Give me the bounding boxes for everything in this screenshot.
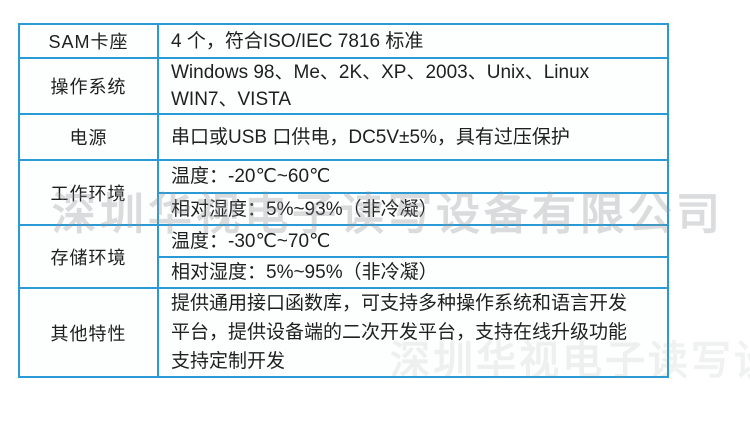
table-row: 存储环境 温度：-30℃~70℃ [18,224,669,289]
row-label-operating-system: 操作系统 [18,57,159,115]
spec-table: SAM卡座 4 个，符合ISO/IEC 7816 标准 操作系统 Windows… [18,23,669,378]
row-value-operating-system: Windows 98、Me、2K、XP、2003、Unix、Linux WIN7… [157,57,669,115]
row-value-storage-humidity: 相对湿度：5%~95%（非冷凝） [157,256,669,289]
row-value-sam-slots: 4 个，符合ISO/IEC 7816 标准 [157,23,669,59]
row-value-working-humidity: 相对湿度：5%~93%（非冷凝） [157,192,669,226]
table-row: 电源 串口或USB 口供电，DC5V±5%，具有过压保护 [18,113,669,161]
row-label-other-features: 其他特性 [18,287,159,378]
table-row: 相对湿度：5%~93%（非冷凝） [19,192,669,226]
row-value-power: 串口或USB 口供电，DC5V±5%，具有过压保护 [157,113,669,161]
row-value-other-features: 提供通用接口函数库，可支持多种操作系统和语言开发 平台，提供设备端的二次开发平台… [157,287,669,378]
row-value-working-temperature: 温度：-20℃~60℃ [157,159,669,194]
row-label-storage-environment: 存储环境 [18,224,159,289]
row-label-working-environment: 工作环境 [18,159,159,226]
table-row: 其他特性 提供通用接口函数库，可支持多种操作系统和语言开发 平台，提供设备端的二… [18,287,669,378]
row-label-sam-slots: SAM卡座 [18,23,159,59]
table-row: 操作系统 Windows 98、Me、2K、XP、2003、Unix、Linux… [18,57,669,115]
table-row: SAM卡座 4 个，符合ISO/IEC 7816 标准 [18,23,669,59]
row-label-power: 电源 [18,113,159,161]
table-row: 相对湿度：5%~95%（非冷凝） [19,256,669,289]
table-row: 工作环境 温度：-20℃~60℃ [18,159,669,226]
row-value-storage-temperature: 温度：-30℃~70℃ [157,224,669,258]
